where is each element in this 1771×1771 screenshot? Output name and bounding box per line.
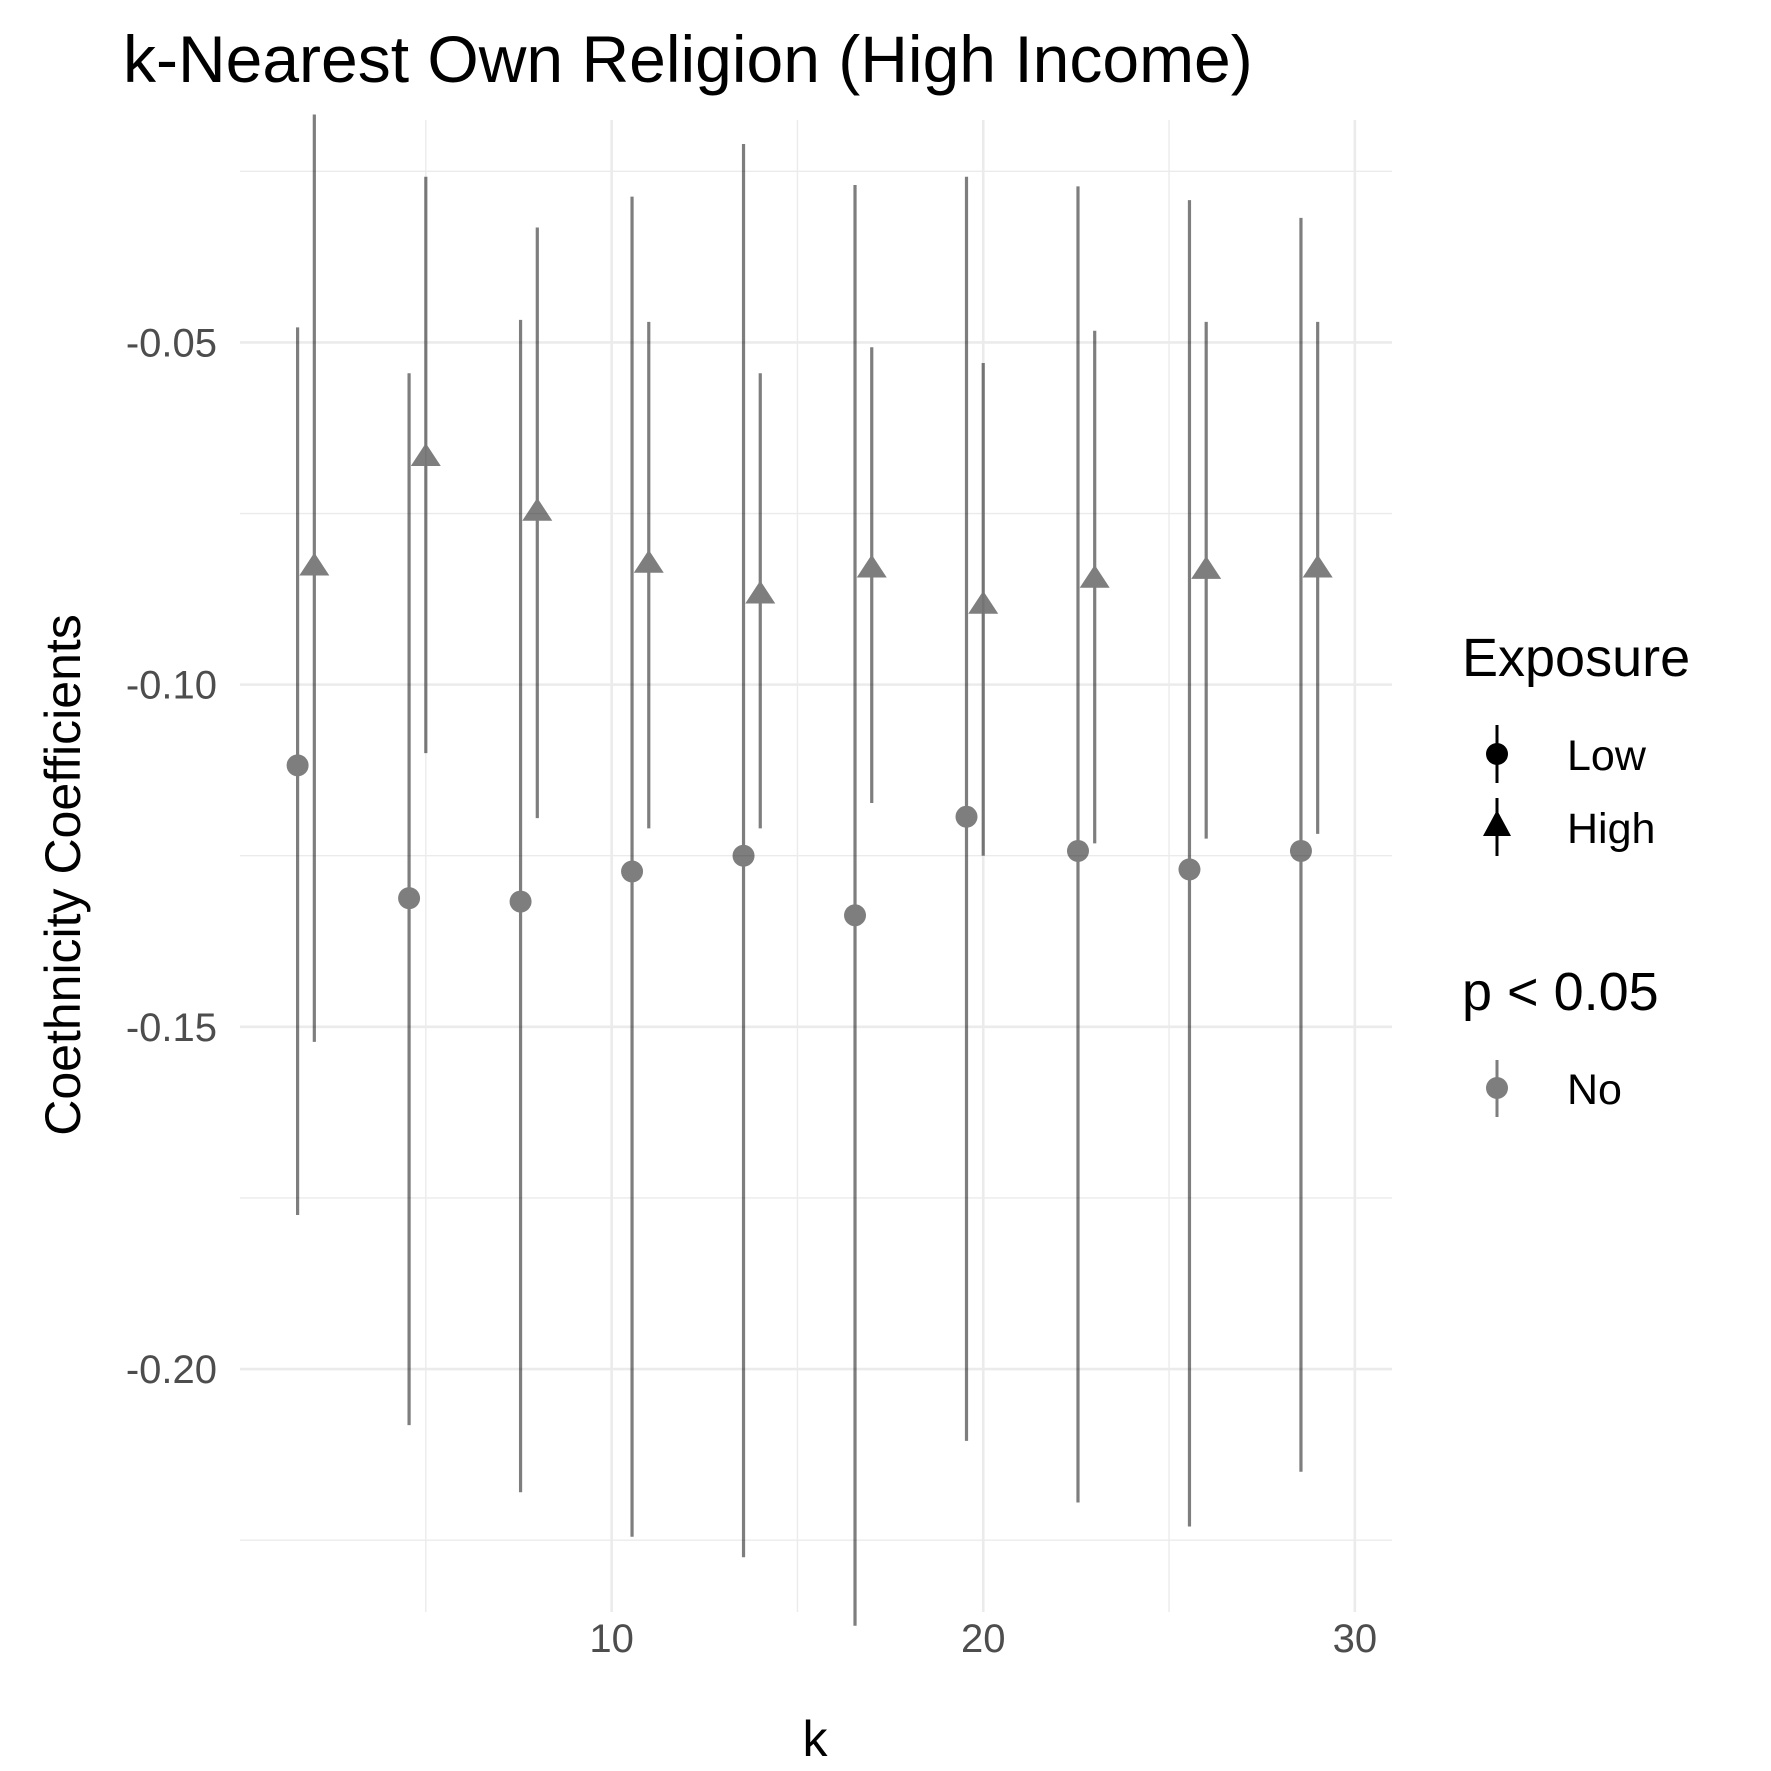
data-point-circle [1066, 839, 1089, 862]
legend-circle-icon [1486, 743, 1508, 765]
x-axis-title: k [803, 1711, 829, 1767]
data-point-circle [955, 805, 978, 828]
data-point-triangle [856, 554, 887, 578]
legend-key-high [1483, 798, 1511, 856]
data-point-circle [844, 904, 867, 927]
legend-label-low: Low [1567, 732, 1647, 780]
chart-title: k-Nearest Own Religion (High Income) [123, 22, 1253, 96]
y-tick-label: -0.20 [126, 1348, 217, 1392]
data-point-circle [398, 887, 421, 910]
data-point-triangle [1302, 554, 1333, 578]
data-point-circle [1289, 839, 1312, 862]
x-tick-label: 10 [589, 1617, 634, 1661]
legend-key-no [1486, 1060, 1508, 1117]
data-point-triangle [1191, 556, 1222, 579]
data-point-triangle [410, 443, 441, 466]
data-point-circle [286, 754, 309, 777]
y-tick-label: -0.15 [126, 1006, 217, 1050]
legend-triangle-icon [1483, 810, 1511, 836]
grid-minor [240, 120, 1392, 1612]
legend-label-no: No [1567, 1066, 1622, 1114]
legend: Exposure Low High p < 0.05 No [1462, 628, 1690, 1117]
legend-circle-icon [1486, 1077, 1508, 1099]
grid-major [240, 120, 1392, 1612]
y-tick-label: -0.05 [126, 321, 217, 365]
data-point-triangle [633, 549, 664, 573]
data-point-circle [509, 890, 532, 913]
y-tick-label: -0.10 [126, 664, 217, 708]
data-marks [286, 114, 1333, 1626]
legend-key-low [1486, 725, 1508, 783]
data-point-triangle [299, 552, 330, 576]
data-point-triangle [745, 580, 776, 604]
x-tick-labels: 10 20 30 [589, 1617, 1377, 1661]
legend-label-high: High [1567, 805, 1655, 853]
series-low [286, 143, 1312, 1626]
x-tick-label: 20 [961, 1617, 1006, 1661]
x-tick-label: 30 [1333, 1617, 1378, 1661]
data-point-triangle [1079, 564, 1110, 588]
data-point-triangle [522, 497, 553, 521]
y-tick-labels: -0.20 -0.15 -0.10 -0.05 [126, 321, 217, 1392]
data-point-circle [621, 860, 644, 883]
data-point-circle [732, 844, 755, 867]
series-high [299, 114, 1333, 1042]
y-axis-title: Coethnicity Coefficients [35, 614, 91, 1136]
data-point-triangle [968, 590, 999, 614]
data-point-circle [1178, 858, 1201, 881]
legend-title-pvalue: p < 0.05 [1462, 962, 1659, 1022]
legend-title-exposure: Exposure [1462, 628, 1690, 688]
